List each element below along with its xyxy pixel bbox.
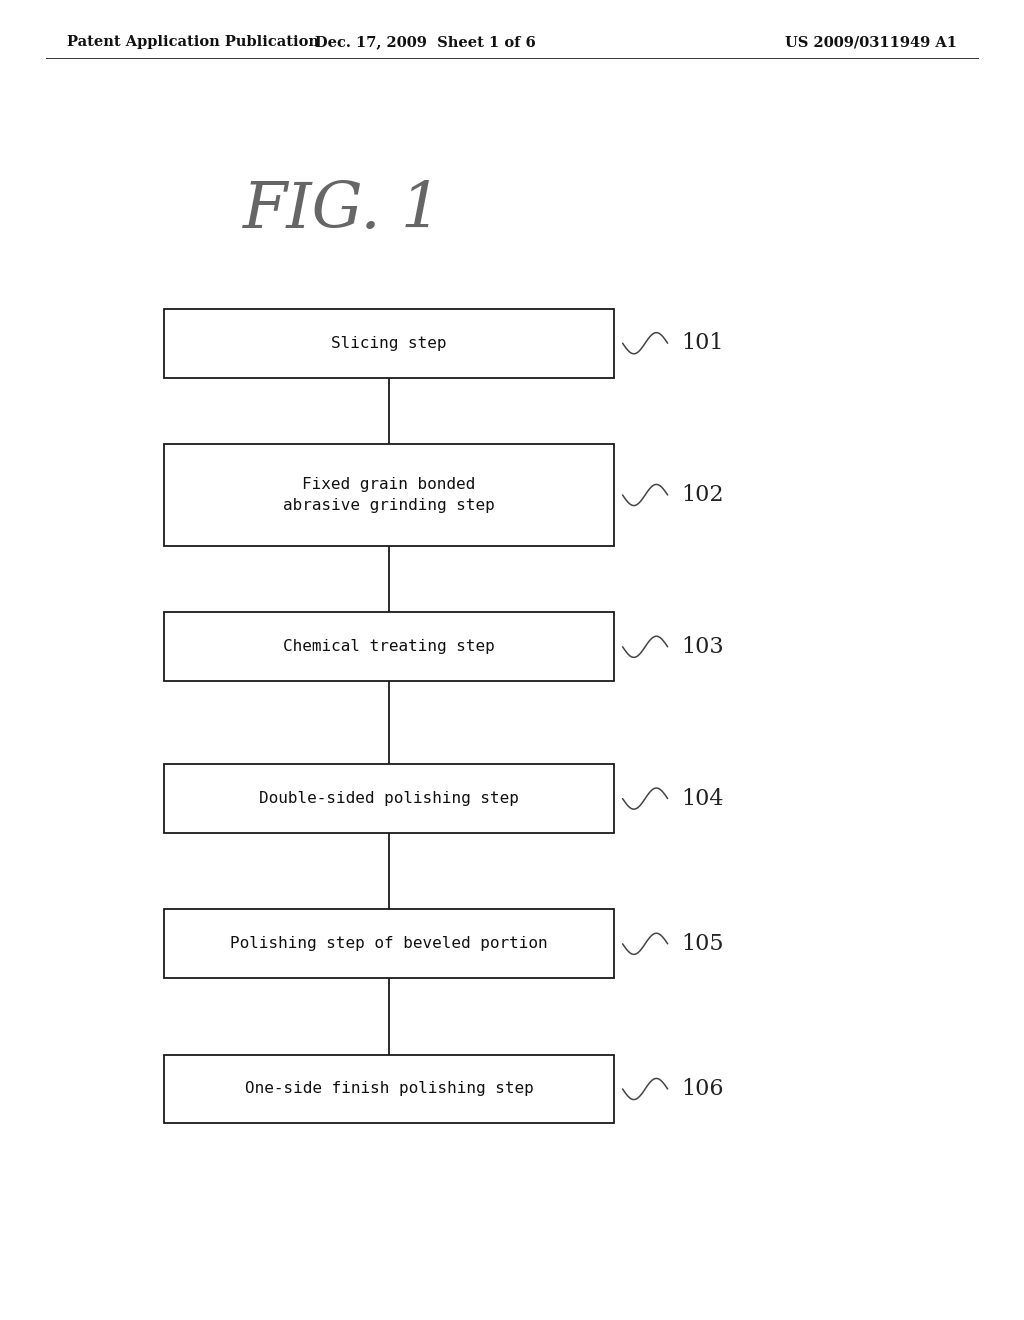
Bar [164, 444, 614, 546]
Text: Double-sided polishing step: Double-sided polishing step [259, 791, 519, 807]
Text: 102: 102 [681, 484, 724, 506]
Text: 101: 101 [681, 333, 724, 354]
Text: One-side finish polishing step: One-side finish polishing step [245, 1081, 534, 1097]
Text: 103: 103 [681, 636, 724, 657]
Text: FIG. 1: FIG. 1 [244, 181, 442, 242]
Text: Fixed grain bonded
abrasive grinding step: Fixed grain bonded abrasive grinding ste… [284, 477, 495, 513]
Text: Slicing step: Slicing step [332, 335, 446, 351]
Text: Patent Application Publication: Patent Application Publication [67, 36, 318, 49]
Text: Dec. 17, 2009  Sheet 1 of 6: Dec. 17, 2009 Sheet 1 of 6 [314, 36, 536, 49]
Bar [164, 1055, 614, 1123]
Text: Polishing step of beveled portion: Polishing step of beveled portion [230, 936, 548, 952]
Bar [164, 909, 614, 978]
Bar [164, 612, 614, 681]
Text: 104: 104 [681, 788, 724, 809]
Text: Chemical treating step: Chemical treating step [284, 639, 495, 655]
Text: 105: 105 [681, 933, 724, 954]
Text: US 2009/0311949 A1: US 2009/0311949 A1 [785, 36, 957, 49]
Bar [164, 309, 614, 378]
Bar [164, 764, 614, 833]
Text: 106: 106 [681, 1078, 724, 1100]
